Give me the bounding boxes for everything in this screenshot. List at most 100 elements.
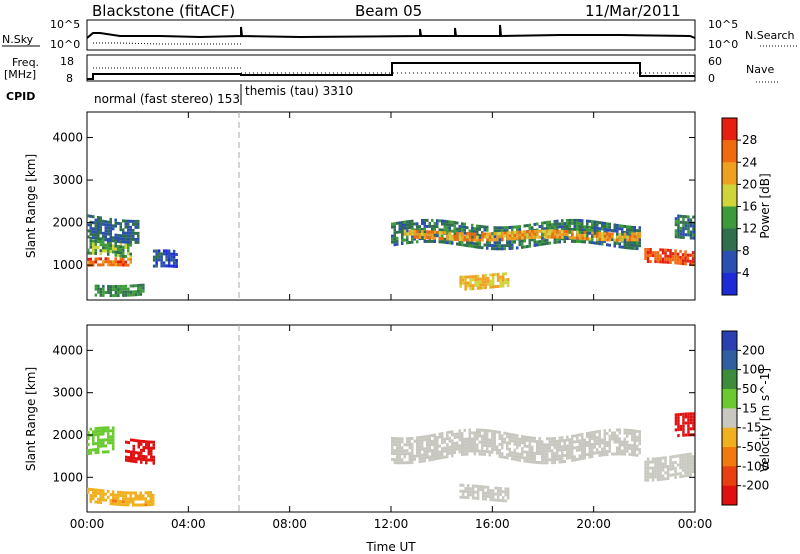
echo-cell	[416, 445, 419, 449]
echo-cell	[486, 279, 490, 283]
echo-cell	[124, 234, 127, 238]
echo-cell	[458, 438, 461, 442]
echo-cell	[593, 439, 596, 443]
echo-cell	[679, 220, 683, 224]
echo-cell	[498, 241, 501, 245]
echo-cell	[613, 440, 616, 444]
echo-cell	[546, 455, 549, 459]
echo-cell	[107, 426, 110, 430]
echo-cell	[573, 221, 576, 225]
echo-cell	[601, 450, 604, 454]
echo-cell	[132, 222, 135, 226]
echo-cell	[501, 443, 504, 447]
echo-cell	[633, 441, 636, 445]
echo-cell	[446, 434, 449, 438]
echo-cell	[591, 229, 594, 233]
echo-cell	[666, 468, 670, 471]
echo-cell	[476, 283, 480, 287]
echo-cell	[553, 232, 557, 236]
echo-cell	[511, 243, 514, 247]
echo-cell	[127, 252, 130, 256]
echo-cell	[687, 215, 690, 219]
echo-cell	[513, 448, 516, 452]
echo-cell	[406, 220, 409, 224]
echo-cell	[644, 466, 647, 470]
echo-cell	[548, 241, 551, 245]
echo-cell	[591, 434, 594, 438]
echo-cell	[511, 439, 514, 443]
echo-cell	[603, 239, 606, 243]
echo-cell	[528, 439, 531, 443]
echo-cell	[408, 241, 411, 244]
echo-cell	[556, 237, 559, 241]
echo-cell	[628, 231, 631, 235]
echo-cell	[94, 242, 97, 246]
echo-cell	[644, 254, 647, 257]
echo-cell	[498, 454, 501, 458]
echo-cell	[664, 260, 667, 264]
echo-cell	[441, 237, 444, 241]
echo-cell	[488, 235, 492, 239]
echo-cell	[170, 258, 173, 262]
echo-cell	[391, 234, 394, 238]
echo-cell	[677, 226, 680, 230]
echo-cell	[132, 444, 135, 448]
echo-cell	[591, 449, 594, 453]
echo-cell	[603, 447, 606, 451]
echo-cell	[122, 503, 125, 507]
echo-cell	[546, 446, 549, 450]
echo-cell	[598, 232, 602, 235]
echo-cell	[443, 240, 446, 244]
echo-cell	[104, 450, 107, 454]
echo-cell	[543, 449, 546, 453]
echo-cell	[466, 284, 470, 288]
echo-cell	[581, 231, 584, 235]
echo-cell	[626, 235, 629, 239]
echo-cell	[92, 263, 95, 267]
echo-cell	[170, 252, 173, 256]
echo-cell	[140, 460, 143, 464]
echo-cell	[172, 252, 176, 256]
echo-cell	[391, 237, 394, 241]
echo-cell	[453, 450, 456, 454]
echo-cell	[621, 449, 624, 453]
echo-cell	[117, 254, 120, 257]
echo-cell	[674, 220, 678, 224]
echo-cell	[152, 264, 156, 268]
echo-cell	[674, 469, 677, 473]
echo-cell	[654, 463, 657, 467]
echo-cell	[687, 418, 690, 422]
echo-cell	[606, 238, 609, 242]
echo-cell	[97, 429, 100, 433]
echo-cell	[147, 503, 150, 507]
echo-cell	[416, 454, 419, 458]
echo-cell	[538, 440, 541, 444]
echo-cell	[561, 222, 564, 226]
echo-cell	[501, 231, 504, 235]
echo-cell	[588, 452, 591, 456]
echo-cell	[134, 225, 137, 229]
echo-cell	[87, 260, 90, 264]
echo-cell	[94, 251, 97, 255]
echo-cell	[598, 230, 601, 234]
echo-cell	[581, 441, 584, 445]
echo-cell	[651, 469, 655, 473]
colorbar-tick-label: 100	[742, 363, 765, 377]
echo-cell	[677, 229, 680, 233]
echo-cell	[458, 238, 462, 242]
echo-cell	[478, 452, 481, 456]
echo-cell	[87, 229, 90, 233]
echo-cell	[561, 460, 564, 464]
echo-cell	[616, 452, 619, 456]
echo-cell	[486, 232, 489, 236]
echo-cell	[684, 453, 687, 457]
echo-cell	[563, 454, 566, 457]
echo-cell	[97, 263, 100, 267]
echo-cell	[474, 275, 477, 278]
echo-cell	[104, 229, 107, 233]
echo-cell	[124, 497, 127, 501]
echo-cell	[436, 457, 439, 460]
echo-cell	[114, 260, 117, 264]
